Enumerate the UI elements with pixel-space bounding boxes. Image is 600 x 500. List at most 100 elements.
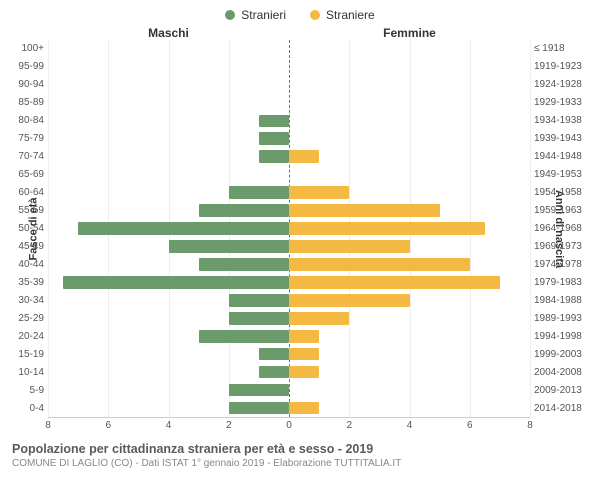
pyramid-row: 25-291989-1993 <box>48 309 530 327</box>
birth-label: ≤ 1918 <box>534 43 598 54</box>
header-male: Maschi <box>48 26 289 40</box>
birth-label: 1919-1923 <box>534 61 598 72</box>
age-label: 60-64 <box>2 187 44 198</box>
bar-female <box>289 186 349 199</box>
pyramid-row: 80-841934-1938 <box>48 112 530 130</box>
pyramid-row: 0-42014-2018 <box>48 399 530 417</box>
bar-male <box>229 294 289 307</box>
x-tick: 6 <box>467 420 473 431</box>
birth-label: 1989-1993 <box>534 313 598 324</box>
bar-male <box>78 222 289 235</box>
pyramid-row: 10-142004-2008 <box>48 363 530 381</box>
x-axis: 8 6 4 2 0 2 4 6 8 <box>0 418 600 432</box>
age-label: 20-24 <box>2 331 44 342</box>
bar-male <box>259 348 289 361</box>
bar-female <box>289 312 349 325</box>
bar-male <box>169 240 290 253</box>
pyramid-row: 75-791939-1943 <box>48 130 530 148</box>
bar-male <box>199 258 289 271</box>
birth-label: 1964-1968 <box>534 223 598 234</box>
age-label: 25-29 <box>2 313 44 324</box>
chart-area: Fasce di età Anni di nascita 100+≤ 19189… <box>0 40 600 418</box>
male-swatch <box>225 10 235 20</box>
pyramid-row: 15-191999-2003 <box>48 345 530 363</box>
age-label: 10-14 <box>2 367 44 378</box>
bar-male <box>229 384 289 397</box>
legend: Stranieri Straniere <box>0 0 600 26</box>
age-label: 85-89 <box>2 97 44 108</box>
age-label: 5-9 <box>2 385 44 396</box>
age-label: 100+ <box>2 43 44 54</box>
bar-male <box>259 366 289 379</box>
legend-male: Stranieri <box>225 8 286 22</box>
age-label: 95-99 <box>2 61 44 72</box>
pyramid-row: 85-891929-1933 <box>48 94 530 112</box>
x-tick: 4 <box>166 420 172 431</box>
bar-female <box>289 330 319 343</box>
birth-label: 1939-1943 <box>534 133 598 144</box>
pyramid-row: 90-941924-1928 <box>48 76 530 94</box>
footer: Popolazione per cittadinanza straniera p… <box>0 432 600 469</box>
birth-label: 1974-1978 <box>534 259 598 270</box>
x-tick: 0 <box>286 420 292 431</box>
age-label: 35-39 <box>2 277 44 288</box>
x-tick: 2 <box>226 420 232 431</box>
birth-label: 1944-1948 <box>534 151 598 162</box>
x-tick: 8 <box>45 420 51 431</box>
age-label: 65-69 <box>2 169 44 180</box>
pyramid-row: 45-491969-1973 <box>48 237 530 255</box>
legend-female-label: Straniere <box>326 8 375 22</box>
pyramid-row: 40-441974-1978 <box>48 255 530 273</box>
birth-label: 1934-1938 <box>534 115 598 126</box>
legend-female: Straniere <box>310 8 375 22</box>
birth-label: 1929-1933 <box>534 97 598 108</box>
column-headers: Maschi Femmine <box>0 26 600 40</box>
birth-label: 2014-2018 <box>534 403 598 414</box>
pyramid-row: 30-341984-1988 <box>48 291 530 309</box>
pyramid-row: 60-641954-1958 <box>48 184 530 202</box>
birth-label: 1999-2003 <box>534 349 598 360</box>
pyramid-row: 70-741944-1948 <box>48 148 530 166</box>
bar-male <box>259 115 289 128</box>
age-label: 30-34 <box>2 295 44 306</box>
female-swatch <box>310 10 320 20</box>
age-label: 15-19 <box>2 349 44 360</box>
bar-male <box>259 150 289 163</box>
bar-male <box>199 204 289 217</box>
bar-female <box>289 222 485 235</box>
birth-label: 2009-2013 <box>534 385 598 396</box>
bar-female <box>289 402 319 415</box>
pyramid-row: 50-541964-1968 <box>48 220 530 238</box>
bar-male <box>229 312 289 325</box>
bar-male <box>63 276 289 289</box>
birth-label: 1984-1988 <box>534 295 598 306</box>
age-label: 40-44 <box>2 259 44 270</box>
age-label: 90-94 <box>2 79 44 90</box>
age-label: 55-59 <box>2 205 44 216</box>
plot: 100+≤ 191895-991919-192390-941924-192885… <box>48 40 530 418</box>
chart-subtitle: COMUNE DI LAGLIO (CO) - Dati ISTAT 1° ge… <box>12 458 588 469</box>
bar-female <box>289 366 319 379</box>
pyramid-row: 95-991919-1923 <box>48 58 530 76</box>
bar-female <box>289 150 319 163</box>
age-label: 75-79 <box>2 133 44 144</box>
x-tick: 8 <box>527 420 533 431</box>
x-tick: 2 <box>346 420 352 431</box>
x-tick: 4 <box>407 420 413 431</box>
x-tick: 6 <box>105 420 111 431</box>
pyramid-row: 5-92009-2013 <box>48 381 530 399</box>
bar-male <box>229 402 289 415</box>
age-label: 0-4 <box>2 403 44 414</box>
birth-label: 1994-1998 <box>534 331 598 342</box>
bar-female <box>289 258 470 271</box>
pyramid-rows: 100+≤ 191895-991919-192390-941924-192885… <box>48 40 530 417</box>
bar-female <box>289 240 410 253</box>
bar-male <box>259 132 289 145</box>
chart-title: Popolazione per cittadinanza straniera p… <box>12 442 588 456</box>
birth-label: 1979-1983 <box>534 277 598 288</box>
bar-male <box>229 186 289 199</box>
pyramid-row: 65-691949-1953 <box>48 166 530 184</box>
birth-label: 1959-1963 <box>534 205 598 216</box>
pyramid-row: 35-391979-1983 <box>48 273 530 291</box>
legend-male-label: Stranieri <box>241 8 286 22</box>
